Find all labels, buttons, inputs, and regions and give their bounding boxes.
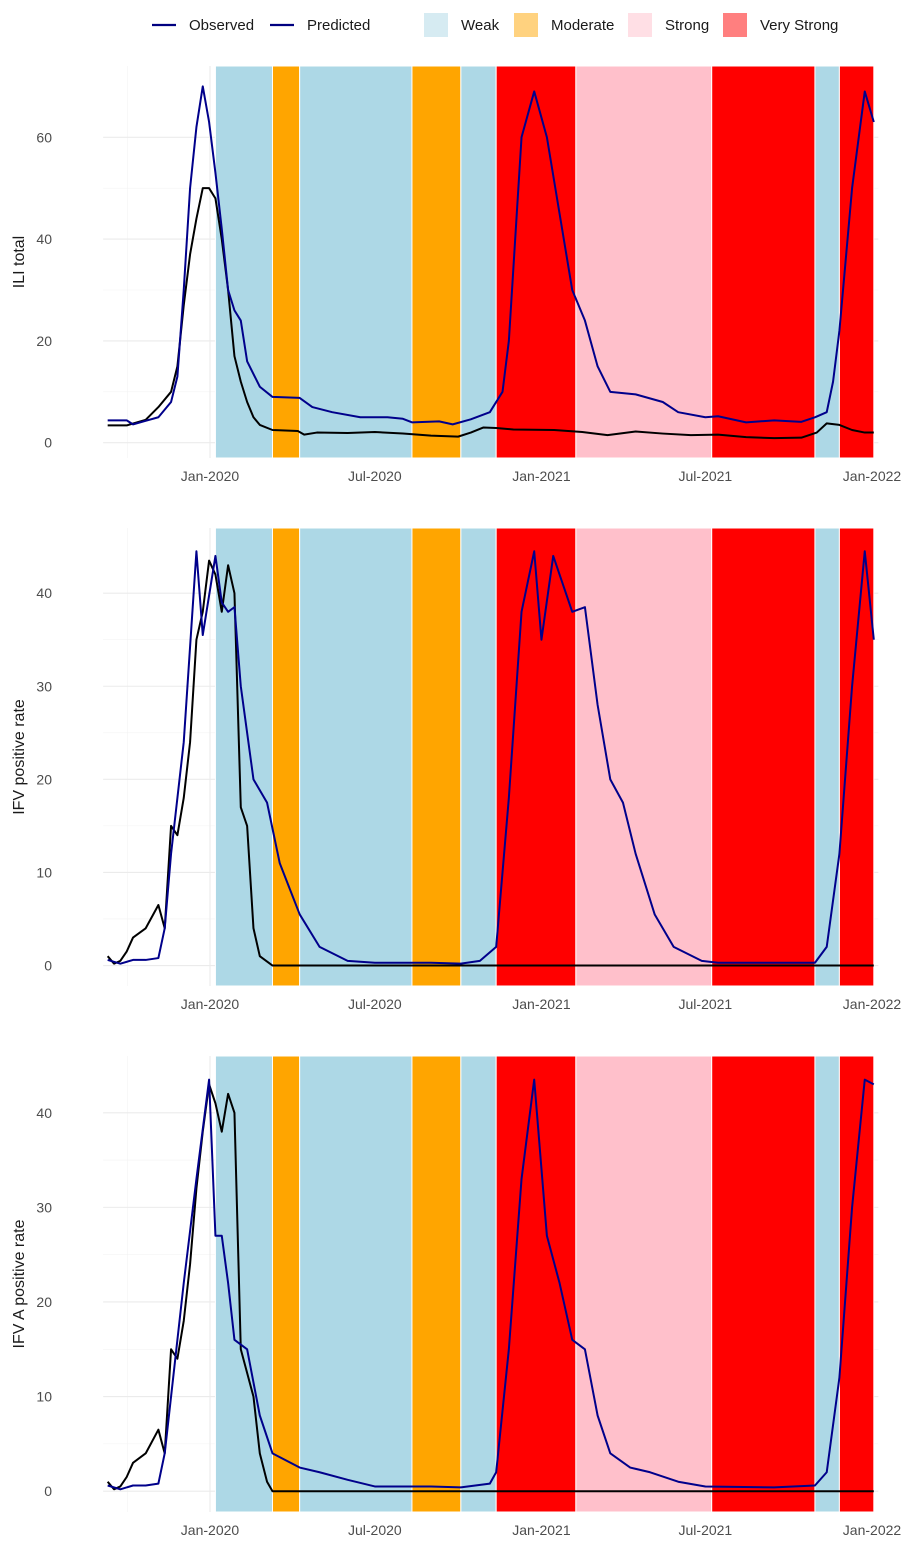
legend-weak-label: Weak [461,17,500,34]
ili-total-band-moderate [271,65,301,459]
ili-total-panel: 0 20 40 60 Jan-2020 Jul-2020 Jan-2021 Jul-2021 J… [11,65,902,484]
ifv-positive-rate-x-tick-label: Jan-2020 [181,996,240,1012]
legend-very-strong-label: Very Strong [760,17,838,34]
legend-item-predicted: Predicted [270,17,370,34]
ili-total-band-weak [299,65,413,459]
ili-total-band-strong [575,65,713,459]
ifv-positive-rate-band-weak [299,527,413,987]
chart-legend: Observed Predicted Weak Moderate Strong … [152,13,838,37]
ili-total-band-moderate [411,65,462,459]
ili-total-band-weak [814,65,840,459]
legend-strong-swatch [628,13,652,37]
legend-predicted-label: Predicted [307,17,370,34]
ifv-a-positive-rate-predicted-line [107,1078,875,1491]
ifv-a-positive-rate-y-tick-label: 20 [36,1294,52,1310]
ifv-positive-rate-x-tick-label: Jan-2021 [512,996,571,1012]
ifv-a-positive-rate-band-strong [575,1055,713,1513]
legend-item-observed: Observed [152,17,254,34]
ifv-positive-rate-band-very-strong [495,527,577,987]
ifv-a-positive-rate-x-tick-label: Jan-2020 [181,1522,240,1538]
legend-item-strong: Strong [628,13,709,37]
ifv-a-positive-rate-observed-line [106,1083,874,1493]
ili-total-x-tick-label: Jul-2021 [679,468,733,484]
ifv-positive-rate-band-weak [460,527,497,987]
ifv-positive-rate-y-tick-label: 0 [44,958,52,974]
ifv-positive-rate-band-weak [214,527,273,987]
ifv-a-positive-rate-y-tick-label: 30 [36,1199,52,1215]
ili-total-y-tick-label: 40 [36,231,52,247]
ifv-a-positive-rate-band-moderate [271,1055,301,1513]
ifv-positive-rate-x-tick-label: Jul-2021 [679,996,733,1012]
ifv-positive-rate-y-axis-title: IFV positive rate [11,699,28,815]
ili-total-x-tick-label: Jul-2020 [348,468,402,484]
ili-total-band-very-strong [495,65,577,459]
legend-very-strong-swatch [723,13,747,37]
ifv-a-positive-rate-x-tick-label: Jan-2022 [843,1522,902,1538]
ifv-positive-rate-band-moderate [271,527,301,987]
ili-total-y-tick-label: 60 [36,129,52,145]
ifv-a-positive-rate-x-tick-label: Jul-2020 [348,1522,402,1538]
ifv-positive-rate-observed-line [106,559,874,967]
ifv-positive-rate-band-very-strong [711,527,816,987]
ili-total-observed-line [107,187,874,440]
ili-total-band-very-strong [711,65,816,459]
ifv-a-positive-rate-band-weak [814,1055,840,1513]
ifv-positive-rate-y-tick-label: 30 [36,678,52,694]
ifv-positive-rate-panel: 0 10 20 30 40 Jan-2020 Jul-2020 Jan-2021 Jul-202… [11,527,902,1012]
ifv-a-positive-rate-y-tick-label: 0 [44,1483,52,1499]
ifv-a-positive-rate-x-tick-label: Jul-2021 [679,1522,733,1538]
ili-total-y-axis-title: ILI total [11,236,28,288]
ifv-a-positive-rate-y-tick-label: 10 [36,1389,52,1405]
legend-weak-swatch [424,13,448,37]
ifv-positive-rate-y-tick-label: 20 [36,771,52,787]
legend-item-weak: Weak [424,13,500,37]
ili-total-y-tick-label: 0 [44,435,52,451]
ili-total-x-tick-label: Jan-2020 [181,468,240,484]
ifv-positive-rate-band-very-strong [838,527,875,987]
ifv-positive-rate-band-strong [575,527,713,987]
ifv-a-positive-rate-band-very-strong [711,1055,816,1513]
legend-moderate-swatch [514,13,538,37]
legend-observed-label: Observed [189,17,254,34]
ili-total-predicted-line [107,85,875,426]
ifv-a-positive-rate-band-weak [460,1055,497,1513]
ifv-positive-rate-x-tick-label: Jan-2022 [843,996,902,1012]
ifv-a-positive-rate-band-weak [299,1055,413,1513]
ifv-positive-rate-band-moderate [411,527,462,987]
ili-total-x-tick-label: Jan-2021 [512,468,571,484]
ifv-a-positive-rate-y-tick-label: 40 [36,1105,52,1121]
ifv-a-positive-rate-band-very-strong [838,1055,875,1513]
ifv-a-positive-rate-band-very-strong [495,1055,577,1513]
ifv-positive-rate-y-tick-label: 10 [36,864,52,880]
ifv-positive-rate-x-tick-label: Jul-2020 [348,996,402,1012]
ifv-a-positive-rate-band-moderate [411,1055,462,1513]
ifv-a-positive-rate-panel: 0 10 20 30 40 Jan-2020 Jul-2020 Jan-2021 Jul-202… [11,1055,902,1538]
legend-moderate-label: Moderate [551,17,614,34]
ifv-a-positive-rate-x-tick-label: Jan-2021 [512,1522,571,1538]
legend-strong-label: Strong [665,17,709,34]
ili-total-y-tick-label: 20 [36,333,52,349]
ifv-a-positive-rate-y-axis-title: IFV A positive rate [11,1219,28,1348]
legend-item-very-strong: Very Strong [723,13,838,37]
ifv-positive-rate-band-weak [814,527,840,987]
ili-total-x-tick-label: Jan-2022 [843,468,902,484]
ili-total-band-weak [460,65,497,459]
ifv-positive-rate-predicted-line [107,550,875,965]
ifv-positive-rate-y-tick-label: 40 [36,585,52,601]
legend-item-moderate: Moderate [514,13,614,37]
ifv-a-positive-rate-band-weak [214,1055,273,1513]
